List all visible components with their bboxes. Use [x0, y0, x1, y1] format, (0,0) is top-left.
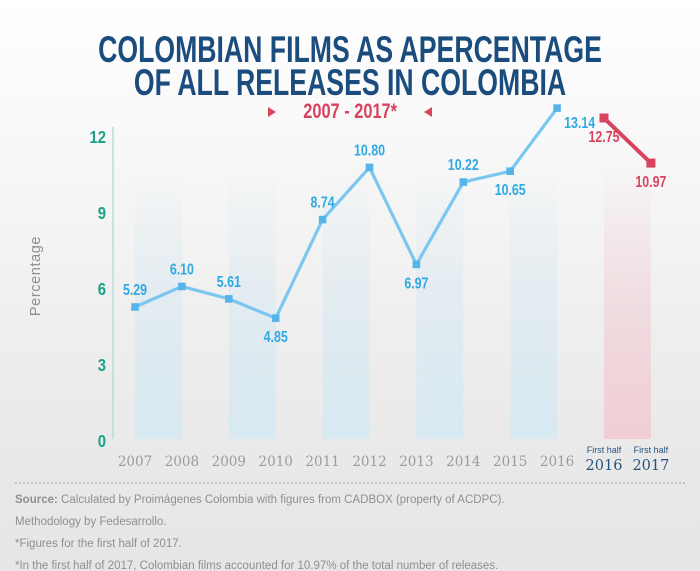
background-stripe-blue	[510, 163, 558, 439]
y-axis-title: Percentage	[28, 235, 44, 317]
triangle-left-icon	[424, 107, 433, 117]
triangle-right-icon	[267, 107, 276, 117]
data-point-marker	[646, 158, 656, 168]
source-label: Source:	[15, 494, 58, 506]
data-point-marker	[271, 314, 280, 322]
source-text: Calculated by Proimágenes Colombia with …	[57, 494, 505, 506]
background-stripe-blue	[416, 163, 464, 439]
chart-title-line2: OF ALL RELEASES IN COLOMBIA	[133, 62, 567, 103]
data-point-label: 10.22	[448, 156, 479, 174]
data-point-label: 10.65	[495, 181, 526, 199]
data-point-label: 5.29	[123, 281, 147, 299]
data-point-label: 6.97	[404, 274, 428, 292]
chart-title-line1: COLOMBIAN FILMS AS APERCENTAGE	[98, 29, 602, 70]
data-point-label: 12.75	[589, 128, 620, 146]
data-point-marker	[506, 167, 514, 176]
footer-methodology-line: Methodology by Fedesarrollo.	[15, 516, 167, 528]
x-tick-label: 2013	[399, 454, 433, 470]
x-tick-label: 2008	[165, 454, 199, 470]
data-point-marker	[178, 282, 186, 291]
data-point-label: 13.14	[564, 114, 595, 132]
x-tick-label: 2011	[305, 454, 339, 470]
x-tick-label: 2009	[212, 454, 246, 470]
y-tick-label: 6	[98, 280, 106, 299]
footer-source-line: Source: Calculated by Proimágenes Colomb…	[15, 489, 685, 511]
data-point-marker	[412, 260, 421, 269]
footer-note-percentage: *In the first half of 2017, Colombian fi…	[15, 560, 499, 571]
x-tick-label: 2015	[493, 454, 527, 470]
x-tick-label: 2014	[446, 454, 480, 470]
footer: Source: Calculated by Proimágenes Colomb…	[15, 482, 685, 571]
data-point-label: 8.74	[311, 193, 335, 211]
background-stripe-blue	[135, 163, 182, 439]
x-tick-label-year: 2016	[586, 458, 623, 474]
chart-title: COLOMBIAN FILMS AS APERCENTAGE OF ALL RE…	[98, 29, 602, 103]
data-point-label: 10.80	[354, 141, 385, 159]
data-point-label: 6.10	[170, 260, 194, 278]
y-tick-label: 3	[98, 356, 106, 375]
data-point-label: 5.61	[217, 273, 241, 291]
data-point-marker	[365, 163, 374, 172]
x-tick-label-first-half: First half	[587, 445, 622, 455]
main-series-line	[133, 106, 559, 320]
data-point-marker	[318, 215, 327, 224]
x-tick-label-year: 2017	[632, 458, 669, 474]
y-tick-label: 0	[98, 432, 106, 451]
footer-note-first-half: *Figures for the first half of 2017.	[15, 538, 182, 550]
background-stripe-pink	[604, 163, 651, 439]
data-point-marker	[225, 295, 233, 303]
y-tick-label: 12	[89, 128, 106, 147]
data-point-marker	[553, 104, 561, 112]
chart-period: 2007 - 2017*	[0, 100, 700, 123]
data-point-marker	[131, 303, 139, 311]
y-tick-label: 9	[98, 204, 106, 223]
first-half-series-line	[602, 116, 653, 166]
x-tick-label: 2016	[540, 454, 574, 470]
chart-period-label: 2007 - 2017*	[303, 100, 397, 123]
data-point-marker	[599, 113, 609, 123]
x-tick-label: 2010	[259, 454, 293, 470]
x-tick-label: 2007	[118, 454, 152, 470]
x-tick-label-first-half: First half	[634, 445, 669, 455]
data-point-label: 4.85	[264, 328, 288, 346]
x-tick-label: 2012	[352, 454, 386, 470]
data-point-marker	[459, 178, 468, 186]
data-point-label: 10.97	[635, 173, 666, 191]
